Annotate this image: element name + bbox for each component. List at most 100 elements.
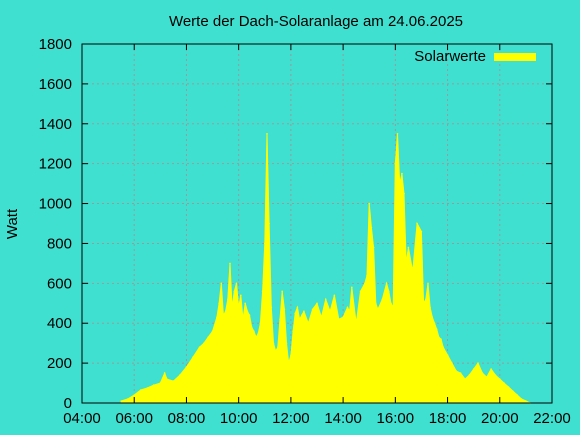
x-tick-label: 08:00: [168, 410, 206, 427]
data-point: [227, 298, 229, 301]
data-point: [468, 374, 471, 376]
data-point: [431, 316, 434, 319]
data-point: [233, 290, 236, 293]
x-tick-label: 18:00: [429, 410, 467, 427]
data-point: [490, 368, 492, 370]
data-point: [388, 290, 390, 293]
data-point: [146, 387, 149, 389]
data-point: [516, 394, 518, 396]
data-point: [261, 290, 264, 293]
data-point: [244, 302, 246, 305]
data-point: [231, 306, 233, 309]
data-point: [403, 192, 405, 195]
data-point: [520, 398, 523, 400]
data-point: [159, 382, 162, 384]
series-layer: [120, 133, 531, 404]
plot-frame: [81, 43, 553, 404]
data-point: [366, 274, 368, 277]
data-point: [320, 316, 323, 319]
data-point: [207, 336, 209, 339]
data-point: [370, 226, 373, 229]
data-point: [342, 316, 344, 319]
x-tick-label: 22:00: [533, 410, 571, 427]
y-tick-label: 600: [47, 275, 72, 292]
data-point: [301, 314, 303, 317]
legend: Solarwerte: [414, 48, 536, 65]
data-point: [198, 346, 201, 349]
data-point: [368, 202, 371, 205]
data-point: [255, 336, 257, 339]
chart-title: Werte der Dach-Solaranlage am 24.06.2025: [169, 13, 463, 30]
legend-swatch-solarwerte: [494, 53, 536, 61]
data-point: [277, 346, 279, 349]
data-point: [224, 310, 227, 313]
data-point: [425, 298, 427, 301]
tick-layer: 04:00 06:00 08:00 10:00 12:00 14:00 16:00 18:00…: [39, 36, 571, 427]
x-tick-label: 06:00: [115, 410, 153, 427]
data-point: [405, 262, 408, 265]
x-tick-label: 14:00: [324, 410, 362, 427]
data-point: [192, 356, 194, 358]
data-point: [140, 389, 142, 391]
data-point: [283, 308, 286, 311]
data-point: [220, 282, 223, 285]
y-tick-label: 1000: [39, 196, 72, 213]
y-tick-label: 200: [47, 355, 72, 372]
legend-label-solarwerte: Solarwerte: [414, 48, 486, 65]
data-point: [392, 306, 395, 309]
data-point: [396, 133, 399, 135]
x-tick-label: 04:00: [63, 410, 101, 427]
y-tick-label: 800: [47, 235, 72, 252]
data-point: [126, 398, 129, 400]
y-axis-label: Watt: [4, 208, 21, 239]
data-point: [266, 133, 268, 135]
data-point: [477, 362, 479, 364]
data-point: [268, 222, 270, 225]
x-tick-label: 10:00: [220, 410, 258, 427]
data-point: [294, 312, 297, 315]
data-point: [375, 302, 377, 305]
data-point: [503, 382, 505, 384]
data-point: [451, 362, 453, 364]
data-point: [359, 290, 362, 293]
data-point: [442, 346, 445, 349]
data-point: [264, 242, 266, 245]
data-point: [316, 302, 318, 305]
y-tick-label: 1800: [39, 36, 72, 53]
data-point: [485, 376, 488, 378]
data-point: [274, 350, 277, 352]
data-point: [296, 306, 299, 309]
data-point: [211, 330, 214, 333]
data-point: [218, 302, 220, 305]
data-point: [438, 336, 440, 339]
series-area-solarwerte: [120, 133, 531, 404]
data-point: [185, 366, 188, 368]
data-point: [229, 262, 231, 265]
data-point: [435, 328, 438, 331]
data-point: [307, 322, 310, 325]
data-point: [381, 298, 384, 301]
y-tick-label: 1600: [39, 76, 72, 93]
data-point: [499, 378, 501, 380]
data-point: [481, 372, 484, 374]
data-point: [216, 316, 218, 319]
data-point: [411, 270, 414, 273]
data-point: [351, 286, 353, 289]
data-point: [401, 172, 403, 175]
data-point: [433, 322, 436, 325]
data-point: [429, 306, 431, 309]
data-point: [346, 306, 349, 309]
data-point: [472, 368, 475, 370]
data-point: [285, 342, 288, 345]
data-point: [512, 390, 514, 392]
data-point: [355, 322, 358, 325]
data-point: [290, 354, 292, 356]
data-point: [324, 298, 327, 301]
data-point: [507, 386, 510, 388]
data-point: [222, 314, 225, 317]
data-point: [390, 302, 392, 305]
data-point: [246, 310, 249, 313]
x-tick-label: 16:00: [377, 410, 415, 427]
